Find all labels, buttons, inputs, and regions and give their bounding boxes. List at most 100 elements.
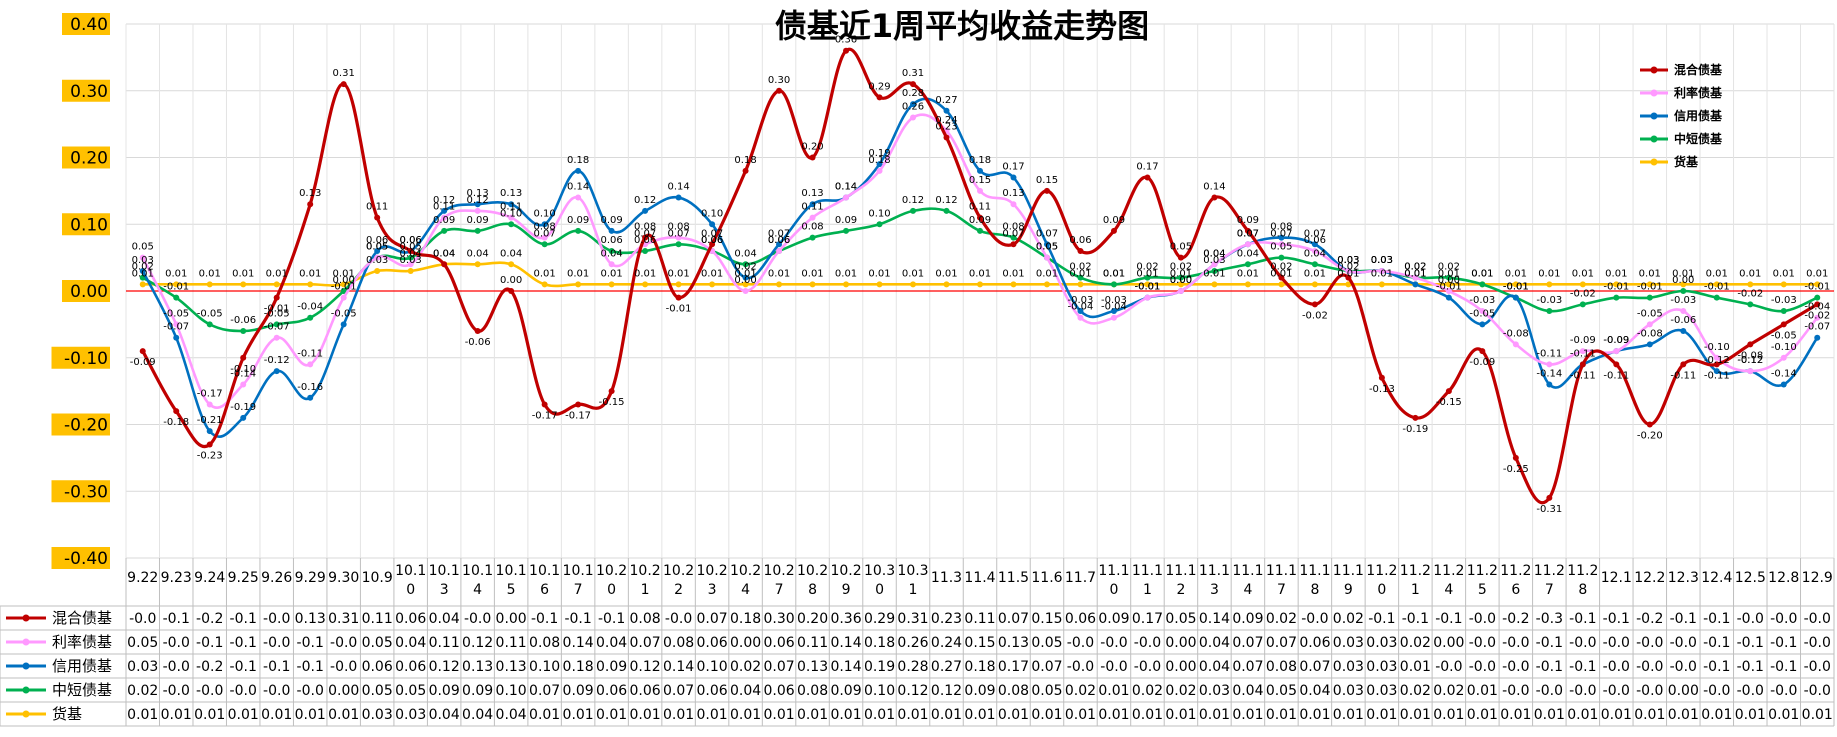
data-label: -0.14 <box>1771 368 1797 379</box>
table-cell: 0.07 <box>696 611 727 627</box>
data-point <box>1311 247 1318 254</box>
data-label: -0.05 <box>1637 308 1663 319</box>
data-point <box>1077 247 1084 254</box>
table-cell: 0.10 <box>496 683 527 699</box>
data-point <box>1646 341 1653 348</box>
data-point <box>843 281 850 288</box>
data-point <box>1043 281 1050 288</box>
data-label: 0.08 <box>533 222 555 233</box>
table-cell: 0.07 <box>1299 659 1330 675</box>
data-label: 0.04 <box>1203 248 1225 259</box>
table-cell: 0.27 <box>931 659 962 675</box>
table-cell: -0.1 <box>1368 611 1395 627</box>
data-point <box>709 281 716 288</box>
data-label: 0.01 <box>533 268 555 279</box>
data-point <box>1244 281 1251 288</box>
table-cell: 0.13 <box>462 659 493 675</box>
data-label: 0.31 <box>333 68 355 79</box>
data-label: 0.03 <box>366 255 388 266</box>
data-label: 0.14 <box>835 182 857 193</box>
data-label: -0.19 <box>230 402 256 413</box>
data-point <box>876 221 883 228</box>
table-cell: 0.06 <box>763 683 794 699</box>
table-cell: 0.05 <box>127 635 158 651</box>
data-point <box>1680 288 1687 294</box>
data-label: 0.09 <box>567 215 589 226</box>
data-point <box>742 261 749 268</box>
data-label: -0.04 <box>1804 302 1830 313</box>
data-point <box>1177 281 1184 288</box>
table-cell: 0.00 <box>1668 683 1699 699</box>
table-cell: 0.01 <box>328 707 359 723</box>
data-label: 0.02 <box>1170 262 1192 273</box>
data-label: -0.05 <box>331 308 357 319</box>
data-label: -0.01 <box>163 282 189 293</box>
series-line <box>141 97 1819 438</box>
category-label: 11.2 <box>1567 563 1598 579</box>
data-label: -0.03 <box>1469 295 1495 306</box>
data-point <box>943 134 950 141</box>
table-cell: 0.01 <box>931 707 962 723</box>
data-point <box>206 441 213 448</box>
data-point <box>1311 241 1318 248</box>
data-point <box>1345 281 1352 288</box>
data-point <box>1211 194 1218 201</box>
ytick-label: 0.00 <box>70 282 108 302</box>
legend-marker <box>1650 89 1658 97</box>
data-label: 0.13 <box>500 188 522 199</box>
data-point <box>742 281 749 288</box>
data-label: 0.06 <box>366 235 388 246</box>
table-cell: -0.0 <box>1770 611 1797 627</box>
data-point <box>1713 294 1720 301</box>
data-point <box>1077 281 1084 288</box>
data-label: 0.01 <box>1036 268 1058 279</box>
category-label: 9.24 <box>194 570 225 586</box>
data-label: 0.09 <box>835 215 857 226</box>
data-label: 0.01 <box>1639 268 1661 279</box>
data-point <box>1546 308 1553 315</box>
table-cell: 0.01 <box>1567 707 1598 723</box>
data-label: -0.12 <box>1704 355 1730 366</box>
table-cell: -0.0 <box>1569 683 1596 699</box>
table-cell: -0.1 <box>1703 659 1730 675</box>
data-label: 0.12 <box>433 195 455 206</box>
table-cell: 0.06 <box>596 683 627 699</box>
table-cell: 0.01 <box>1366 707 1397 723</box>
table-cell: 0.04 <box>429 707 460 723</box>
table-cell: -0.0 <box>330 635 357 651</box>
data-label: 0.05 <box>1036 242 1058 253</box>
table-cell: 0.18 <box>964 659 995 675</box>
data-point <box>1412 274 1419 281</box>
data-label: 0.20 <box>801 142 823 153</box>
table-cell: 0.08 <box>1266 659 1297 675</box>
table-cell: -0.0 <box>1536 683 1563 699</box>
table-cell: 0.09 <box>1098 611 1129 627</box>
ytick-label: -0.30 <box>64 482 108 502</box>
data-label: 0.36 <box>835 35 857 46</box>
category-label: 9.30 <box>328 570 359 586</box>
data-label: 0.06 <box>1069 235 1091 246</box>
data-label: 0.10 <box>533 208 555 219</box>
data-point <box>1278 234 1285 241</box>
data-point <box>1412 281 1419 288</box>
table-cell: 0.01 <box>1735 707 1766 723</box>
category-label: 9.26 <box>261 570 292 586</box>
data-point <box>508 214 515 221</box>
data-point <box>139 281 146 288</box>
data-label: 0.00 <box>1672 275 1694 286</box>
data-point <box>1144 294 1151 301</box>
category-label-cont: 0 <box>1377 582 1386 598</box>
data-label: 0.08 <box>667 222 689 233</box>
data-point <box>977 167 983 174</box>
category-label: 10.2 <box>630 563 661 579</box>
table-cell: 0.01 <box>1098 707 1129 723</box>
data-point <box>1244 227 1251 234</box>
category-label: 10.3 <box>864 563 895 579</box>
data-point <box>474 227 481 234</box>
data-label: 0.05 <box>366 242 388 253</box>
data-point <box>340 281 347 288</box>
data-label: -0.01 <box>1704 282 1730 293</box>
table-cell: 0.17 <box>1132 611 1163 627</box>
category-label-cont: 5 <box>507 582 516 598</box>
category-label: 11.1 <box>1165 563 1196 579</box>
